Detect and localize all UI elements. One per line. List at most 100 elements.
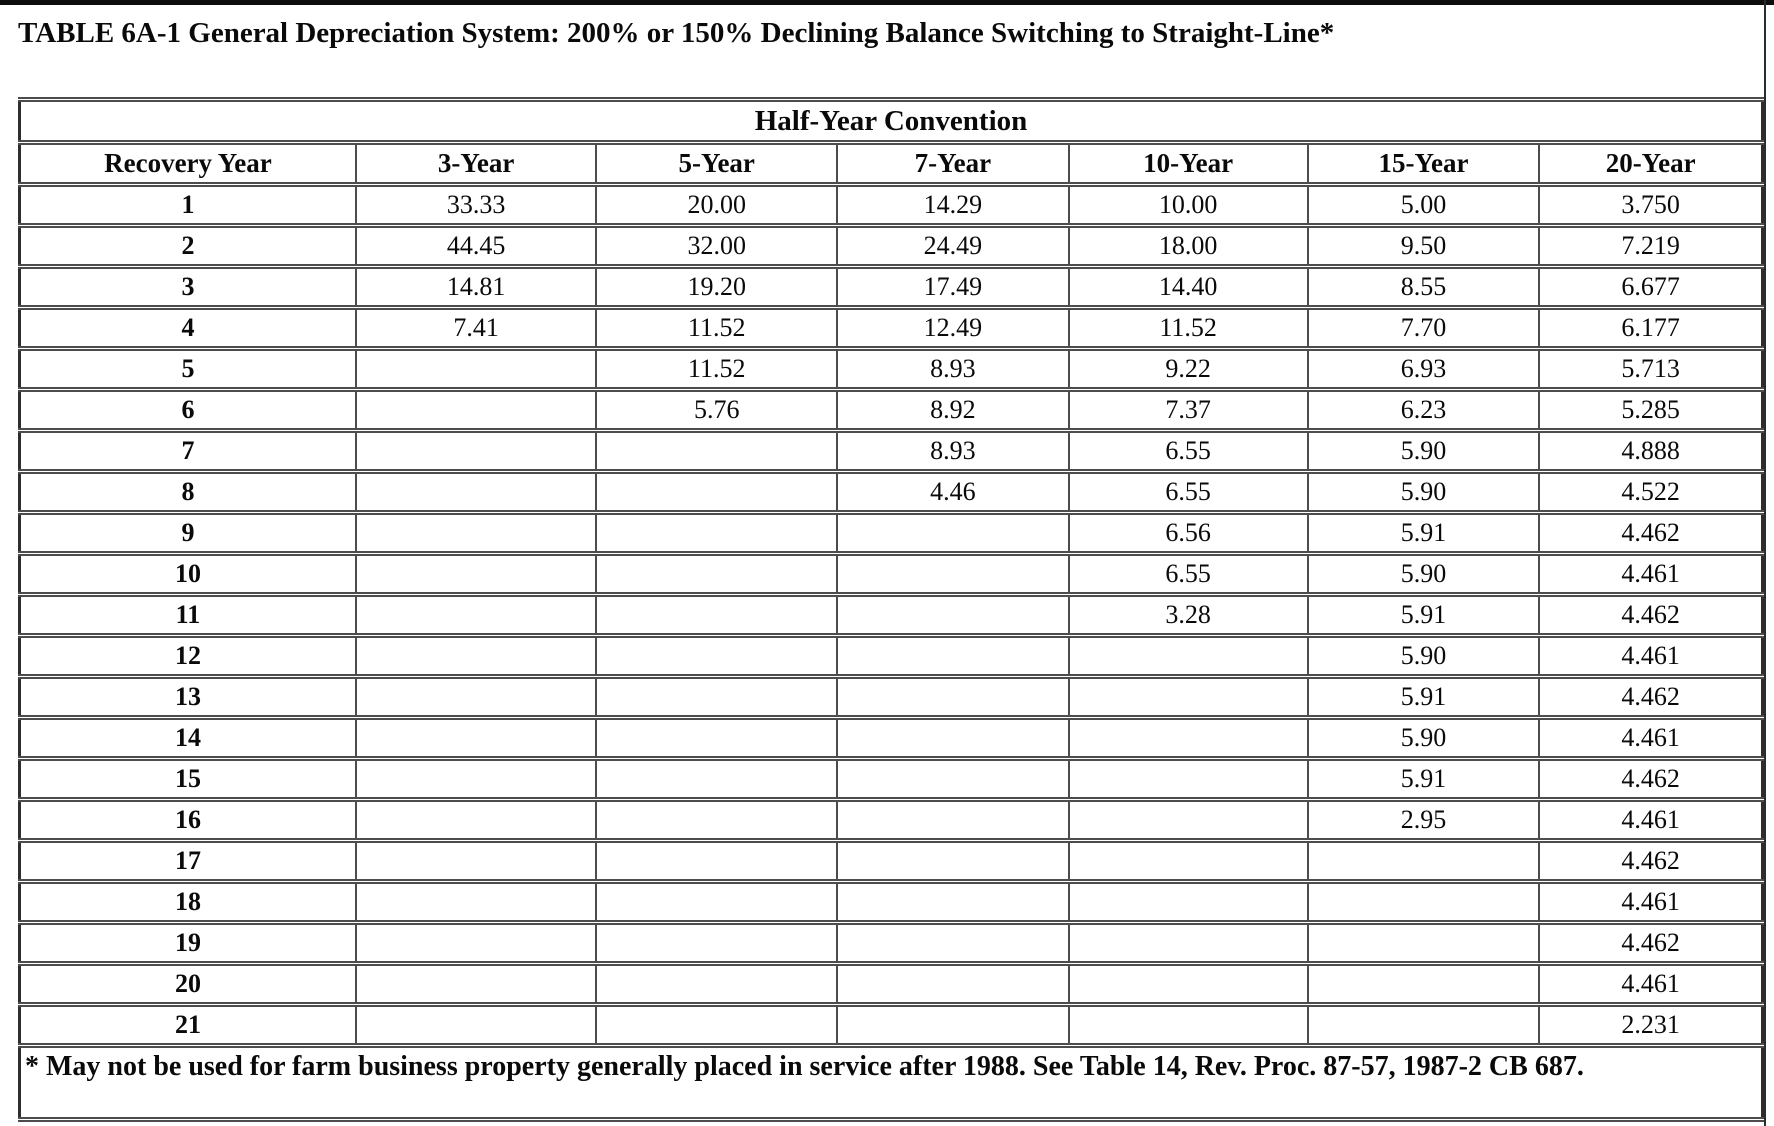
table-row: 13 5.91 4.462 — [18, 674, 1764, 720]
rate-cell: 5.90 — [1306, 715, 1541, 761]
rate-cell — [354, 469, 598, 515]
rate-cell: 6.93 — [1306, 346, 1541, 392]
table-row: 19 4.462 — [18, 920, 1764, 966]
rate-cell — [595, 674, 838, 720]
column-header-15-year: 15-Year — [1306, 140, 1541, 187]
table-row: 7 8.93 6.55 5.90 4.888 — [18, 428, 1764, 474]
recovery-year-cell: 9 — [18, 510, 357, 556]
rate-cell: 9.50 — [1306, 223, 1541, 269]
rate-cell — [354, 1002, 598, 1048]
rate-cell — [354, 633, 598, 679]
recovery-year-cell: 13 — [18, 674, 357, 720]
table-head: Half-Year Convention Recovery Year 3-Year… — [18, 97, 1764, 187]
rate-cell — [595, 797, 838, 843]
rate-cell: 4.462 — [1538, 920, 1764, 966]
table-row: 21 2.231 — [18, 1002, 1764, 1048]
rate-cell: 7.37 — [1067, 387, 1309, 433]
recovery-year-cell: 1 — [18, 182, 357, 228]
rate-cell — [354, 674, 598, 720]
rate-cell: 6.177 — [1538, 305, 1764, 351]
table-row: 20 4.461 — [18, 961, 1764, 1007]
rate-cell — [835, 756, 1070, 802]
rate-cell: 7.41 — [354, 305, 598, 351]
rate-cell: 19.20 — [595, 264, 838, 310]
rate-cell: 14.40 — [1067, 264, 1309, 310]
rate-cell: 4.888 — [1538, 428, 1764, 474]
rate-cell — [1306, 920, 1541, 966]
rate-cell: 11.52 — [1067, 305, 1309, 351]
column-header-20-year: 20-Year — [1538, 140, 1764, 187]
table-row: 10 6.55 5.90 4.461 — [18, 551, 1764, 597]
rate-cell: 4.461 — [1538, 961, 1764, 1007]
table-row: 8 4.46 6.55 5.90 4.522 — [18, 469, 1764, 515]
rate-cell: 8.55 — [1306, 264, 1541, 310]
rate-cell: 4.462 — [1538, 592, 1764, 638]
recovery-year-cell: 7 — [18, 428, 357, 474]
rate-cell — [1067, 838, 1309, 884]
rate-cell — [835, 715, 1070, 761]
recovery-year-cell: 12 — [18, 633, 357, 679]
rate-cell — [595, 715, 838, 761]
rate-cell: 10.00 — [1067, 182, 1309, 228]
column-header-5-year: 5-Year — [595, 140, 838, 187]
rate-cell: 4.461 — [1538, 797, 1764, 843]
rate-cell: 6.55 — [1067, 428, 1309, 474]
recovery-year-cell: 19 — [18, 920, 357, 966]
recovery-year-cell: 2 — [18, 223, 357, 269]
column-header-10-year: 10-Year — [1067, 140, 1309, 187]
rate-cell: 24.49 — [835, 223, 1070, 269]
rate-cell — [1067, 674, 1309, 720]
rate-cell: 6.23 — [1306, 387, 1541, 433]
rate-cell — [835, 797, 1070, 843]
table-body: 1 33.33 20.00 14.29 10.00 5.00 3.750 2 44.45 32.0… — [18, 182, 1764, 1048]
rate-cell: 4.462 — [1538, 838, 1764, 884]
rate-cell — [595, 920, 838, 966]
rate-cell: 6.56 — [1067, 510, 1309, 556]
rate-cell: 11.52 — [595, 346, 838, 392]
rate-cell — [835, 838, 1070, 884]
rate-cell: 32.00 — [595, 223, 838, 269]
rate-cell — [835, 920, 1070, 966]
rate-cell — [354, 346, 598, 392]
rate-cell — [595, 838, 838, 884]
rate-cell: 33.33 — [354, 182, 598, 228]
rate-cell — [354, 920, 598, 966]
rate-cell — [354, 592, 598, 638]
table-caption: Half-Year Convention — [18, 97, 1764, 145]
table-header-row: Recovery Year 3-Year 5-Year 7-Year 10-Year 15… — [18, 140, 1764, 187]
depreciation-table: Half-Year Convention Recovery Year 3-Year… — [18, 97, 1764, 1122]
rate-cell: 2.231 — [1538, 1002, 1764, 1048]
rate-cell: 3.28 — [1067, 592, 1309, 638]
recovery-year-cell: 15 — [18, 756, 357, 802]
rate-cell — [835, 510, 1070, 556]
recovery-year-cell: 14 — [18, 715, 357, 761]
recovery-year-cell: 11 — [18, 592, 357, 638]
rate-cell — [595, 633, 838, 679]
recovery-year-cell: 5 — [18, 346, 357, 392]
page-right-edge-line — [1764, 0, 1766, 1126]
rate-cell — [1067, 920, 1309, 966]
recovery-year-cell: 21 — [18, 1002, 357, 1048]
rate-cell: 5.91 — [1306, 510, 1541, 556]
rate-cell: 7.70 — [1306, 305, 1541, 351]
rate-cell: 4.462 — [1538, 674, 1764, 720]
rate-cell: 6.677 — [1538, 264, 1764, 310]
rate-cell: 4.461 — [1538, 715, 1764, 761]
rate-cell — [1067, 633, 1309, 679]
rate-cell: 5.91 — [1306, 592, 1541, 638]
rate-cell — [835, 633, 1070, 679]
rate-cell: 12.49 — [835, 305, 1070, 351]
column-header-recovery-year: Recovery Year — [18, 140, 357, 187]
rate-cell — [354, 387, 598, 433]
rate-cell — [595, 879, 838, 925]
rate-cell: 8.93 — [835, 346, 1070, 392]
rate-cell — [835, 674, 1070, 720]
rate-cell: 5.90 — [1306, 633, 1541, 679]
rate-cell: 5.76 — [595, 387, 838, 433]
recovery-year-cell: 18 — [18, 879, 357, 925]
rate-cell: 5.90 — [1306, 428, 1541, 474]
rate-cell: 4.461 — [1538, 551, 1764, 597]
table-row: 15 5.91 4.462 — [18, 756, 1764, 802]
page-top-edge-bar — [0, 0, 1774, 5]
rate-cell — [595, 551, 838, 597]
